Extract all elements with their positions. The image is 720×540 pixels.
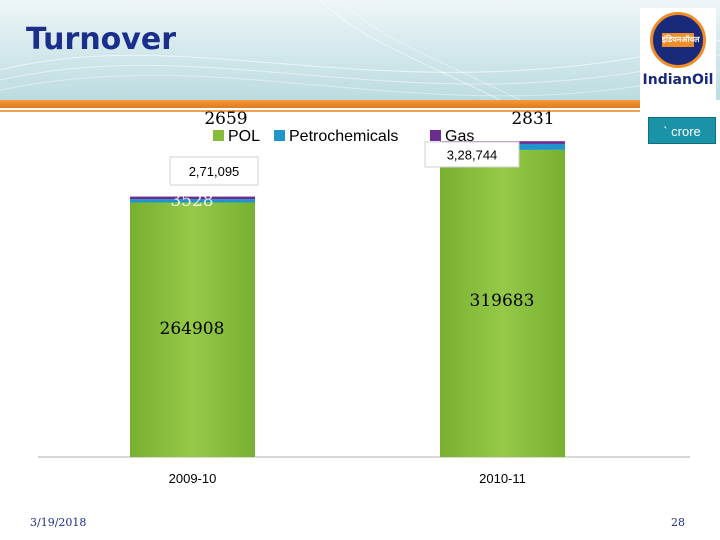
total-callout-box-2010-11 — [424, 141, 520, 168]
logo-emblem-icon: इंडियनऑयल — [650, 12, 706, 68]
legend-label-petrochemicals: Petrochemicals — [289, 128, 398, 145]
total-label-2009-10: 2,71,095 — [189, 164, 240, 179]
total-callout-box-2009-10 — [169, 156, 259, 186]
data-label-pol-2009-10: 264908 — [160, 319, 225, 339]
x-tick-label: 2010-11 — [479, 471, 526, 486]
logo-wordmark: IndianOil — [642, 72, 714, 88]
data-label-gas-2010-11: 2831 — [511, 109, 554, 129]
legend-swatch-pol — [213, 130, 224, 141]
data-label-pol-2010-11: 319683 — [470, 291, 535, 311]
unit-label-box: ` crore — [648, 117, 716, 144]
header-band: Turnover — [0, 0, 720, 100]
data-label-gas-2009-10: 2659 — [204, 109, 247, 129]
logo-hindi-text: इंडियनऑयल — [662, 33, 700, 47]
data-label-petrochemicals-2009-10: 3528 — [170, 191, 213, 211]
legend-swatch-petrochemicals — [274, 130, 285, 141]
bar-petrochemicals-2009-10 — [130, 199, 255, 203]
footer-date: 3/19/2018 — [30, 516, 87, 529]
x-tick-label: 2009-10 — [169, 471, 217, 486]
legend-label-gas: Gas — [445, 128, 474, 145]
header-divider-line — [0, 110, 640, 112]
indianoil-logo: इंडियनऑयल IndianOil — [640, 8, 716, 100]
header-swoosh-lines — [0, 0, 720, 100]
legend-swatch-gas — [430, 130, 441, 141]
total-label-2010-11: 3,28,744 — [447, 148, 498, 163]
header-divider-bar — [0, 100, 640, 108]
page-title: Turnover — [26, 22, 176, 57]
footer-page-number: 28 — [671, 516, 685, 529]
bar-pol-2010-11 — [440, 149, 565, 457]
bar-pol-2009-10 — [130, 202, 255, 457]
turnover-chart: 2009-10 2010-11 264908 319683 3528 2659 2831 PO… — [38, 109, 690, 486]
legend-label-pol: POL — [228, 128, 260, 145]
bar-gas-2009-10 — [130, 196, 255, 200]
